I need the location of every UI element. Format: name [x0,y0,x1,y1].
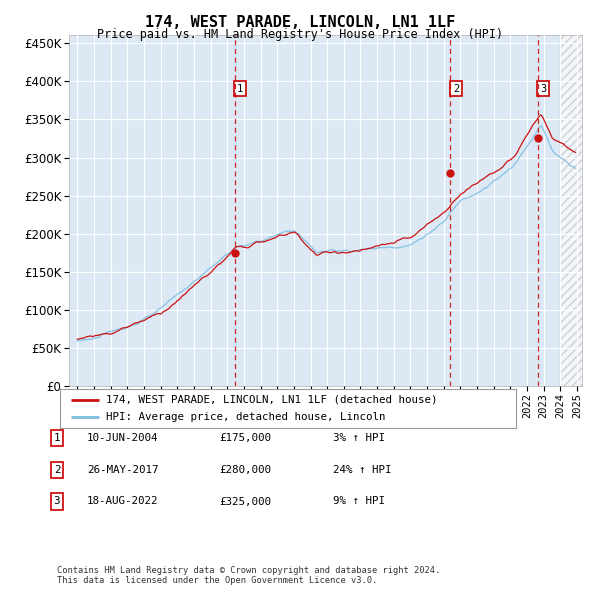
Text: £175,000: £175,000 [219,433,271,442]
Text: 3: 3 [54,497,60,506]
Text: 174, WEST PARADE, LINCOLN, LN1 1LF: 174, WEST PARADE, LINCOLN, LN1 1LF [145,15,455,30]
Text: 24% ↑ HPI: 24% ↑ HPI [333,465,392,474]
Text: 2: 2 [54,465,60,474]
Text: 3% ↑ HPI: 3% ↑ HPI [333,433,385,442]
Text: 3: 3 [540,84,546,94]
Text: 26-MAY-2017: 26-MAY-2017 [87,465,158,474]
Text: 10-JUN-2004: 10-JUN-2004 [87,433,158,442]
Text: £325,000: £325,000 [219,497,271,506]
Text: £280,000: £280,000 [219,465,271,474]
Text: 2: 2 [453,84,459,94]
Text: 1: 1 [237,84,244,94]
Bar [560,5,593,386]
Text: Contains HM Land Registry data © Crown copyright and database right 2024.
This d: Contains HM Land Registry data © Crown c… [57,566,440,585]
Text: 9% ↑ HPI: 9% ↑ HPI [333,497,385,506]
Text: 174, WEST PARADE, LINCOLN, LN1 1LF (detached house): 174, WEST PARADE, LINCOLN, LN1 1LF (deta… [106,395,437,405]
Text: 1: 1 [54,433,60,442]
Text: 18-AUG-2022: 18-AUG-2022 [87,497,158,506]
Text: HPI: Average price, detached house, Lincoln: HPI: Average price, detached house, Linc… [106,412,385,422]
Text: Price paid vs. HM Land Registry's House Price Index (HPI): Price paid vs. HM Land Registry's House … [97,28,503,41]
